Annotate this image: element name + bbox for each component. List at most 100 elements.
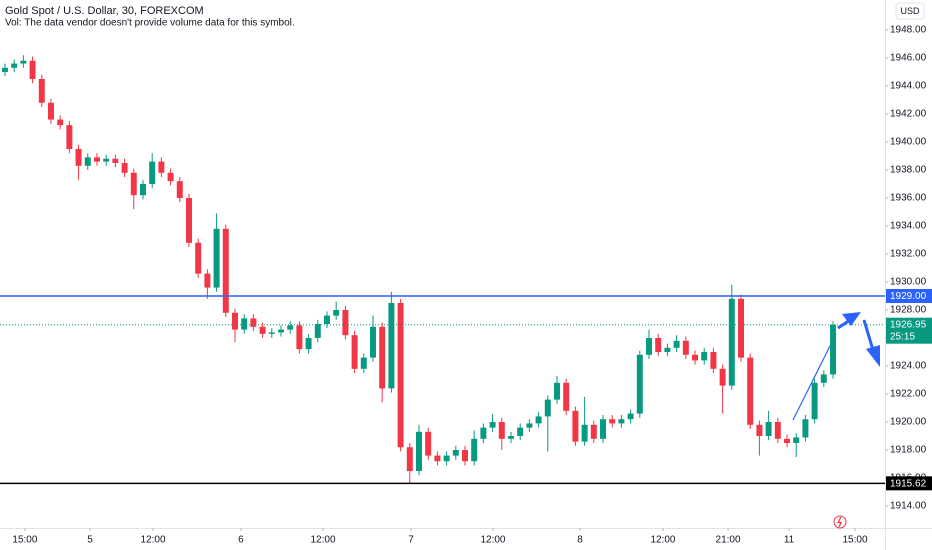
candle-body bbox=[1, 67, 8, 72]
candle-body bbox=[139, 183, 146, 196]
candle-body bbox=[646, 337, 652, 355]
candle-body bbox=[600, 419, 606, 439]
candle-body bbox=[774, 422, 781, 439]
y-tick-label: 1934.00 bbox=[890, 221, 927, 232]
candle-body bbox=[93, 157, 100, 162]
x-tick-label: 7 bbox=[408, 535, 414, 546]
candle-body bbox=[213, 228, 220, 288]
candle-body bbox=[167, 172, 174, 182]
candle-body bbox=[526, 423, 533, 428]
candle-body bbox=[636, 354, 643, 414]
candle-body bbox=[517, 427, 524, 437]
candle-body bbox=[830, 324, 837, 375]
candle-body bbox=[609, 419, 616, 424]
candle-body bbox=[655, 337, 662, 352]
x-tick-label: 12:00 bbox=[480, 535, 505, 546]
x-tick-label: 12:00 bbox=[650, 535, 675, 546]
candle-body bbox=[379, 326, 386, 389]
candle-body bbox=[563, 382, 570, 411]
candle-body bbox=[627, 413, 634, 420]
trend-line bbox=[792, 333, 837, 421]
y-tick-label: 1922.00 bbox=[890, 389, 927, 400]
price-label: 1915.62 bbox=[890, 478, 927, 489]
y-tick-label: 1946.00 bbox=[890, 53, 927, 64]
candle-body bbox=[397, 302, 404, 448]
x-tick-label: 21:00 bbox=[716, 535, 741, 546]
y-tick-label: 1930.00 bbox=[890, 277, 927, 288]
candle-body bbox=[296, 325, 303, 350]
last-price-label: 1926.95 bbox=[890, 319, 927, 330]
candle-body bbox=[268, 332, 275, 334]
candle-body bbox=[406, 447, 413, 472]
candle-body bbox=[498, 422, 505, 439]
y-tick-label: 1938.00 bbox=[890, 165, 927, 176]
last-price-box bbox=[886, 317, 932, 344]
candle-body bbox=[121, 162, 128, 173]
candle-body bbox=[811, 382, 818, 420]
price-label: 1929.00 bbox=[890, 291, 927, 302]
y-tick-label: 1948.00 bbox=[890, 25, 927, 36]
candle-body bbox=[360, 357, 367, 369]
candle-body bbox=[241, 318, 248, 330]
candle-body bbox=[535, 416, 542, 424]
arrow-down-head bbox=[866, 345, 880, 367]
candle-body bbox=[544, 399, 551, 417]
y-tick-label: 1944.00 bbox=[890, 81, 927, 92]
candle-body bbox=[425, 431, 432, 456]
candle-body bbox=[57, 119, 64, 126]
chart-title: Gold Spot / U.S. Dollar, 30, FOREXCOM bbox=[5, 5, 204, 17]
candle-body bbox=[75, 148, 82, 166]
y-tick-label: 1940.00 bbox=[890, 137, 927, 148]
candle-body bbox=[480, 427, 487, 439]
candle-body bbox=[259, 326, 266, 334]
candle-body bbox=[673, 340, 680, 348]
countdown-label: 25:15 bbox=[890, 331, 915, 342]
x-tick-label: 8 bbox=[577, 535, 583, 546]
x-tick-label: 12:00 bbox=[311, 535, 336, 546]
y-tick-label: 1924.00 bbox=[890, 361, 927, 372]
candle-body bbox=[314, 323, 321, 338]
candle-body bbox=[231, 312, 238, 330]
y-tick-label: 1920.00 bbox=[890, 417, 927, 428]
candle-body bbox=[443, 455, 450, 462]
candle-body bbox=[756, 424, 763, 437]
alert-bolt[interactable] bbox=[836, 516, 842, 528]
candle-body bbox=[158, 161, 165, 173]
candle-body bbox=[471, 438, 478, 462]
candle-body bbox=[277, 329, 284, 333]
alert-icon[interactable] bbox=[833, 515, 847, 529]
candle-body bbox=[351, 335, 358, 369]
candle-body bbox=[388, 302, 395, 389]
candle-body bbox=[682, 340, 689, 355]
y-tick-label: 1914.00 bbox=[890, 501, 927, 512]
currency-button[interactable] bbox=[895, 2, 925, 20]
candle-body bbox=[508, 436, 514, 439]
x-tick-label: 12:00 bbox=[140, 535, 165, 546]
candle-body bbox=[149, 161, 156, 184]
arrow-up-head bbox=[842, 312, 861, 326]
candle-body bbox=[66, 125, 73, 149]
currency-label[interactable]: USD bbox=[900, 6, 920, 16]
candle-body bbox=[692, 354, 698, 361]
candles bbox=[1, 55, 837, 484]
x-tick-label: 5 bbox=[87, 535, 93, 546]
candle-body bbox=[176, 181, 183, 198]
candle-body bbox=[323, 315, 330, 324]
x-tick-label: 15:00 bbox=[842, 535, 867, 546]
y-tick-label: 1928.00 bbox=[890, 305, 927, 316]
candle-body bbox=[802, 419, 809, 438]
candle-body bbox=[287, 325, 294, 330]
candle-body bbox=[747, 357, 754, 425]
arrow-down-shaft bbox=[862, 319, 875, 351]
candle-body bbox=[618, 419, 625, 424]
candle-body bbox=[185, 197, 192, 243]
candle-body bbox=[572, 410, 579, 442]
candle-body bbox=[47, 102, 54, 120]
x-tick-label: 6 bbox=[238, 535, 244, 546]
candle-body bbox=[765, 422, 772, 437]
candle-body bbox=[434, 455, 441, 462]
candle-body bbox=[29, 60, 36, 79]
price-label-box bbox=[886, 476, 932, 491]
